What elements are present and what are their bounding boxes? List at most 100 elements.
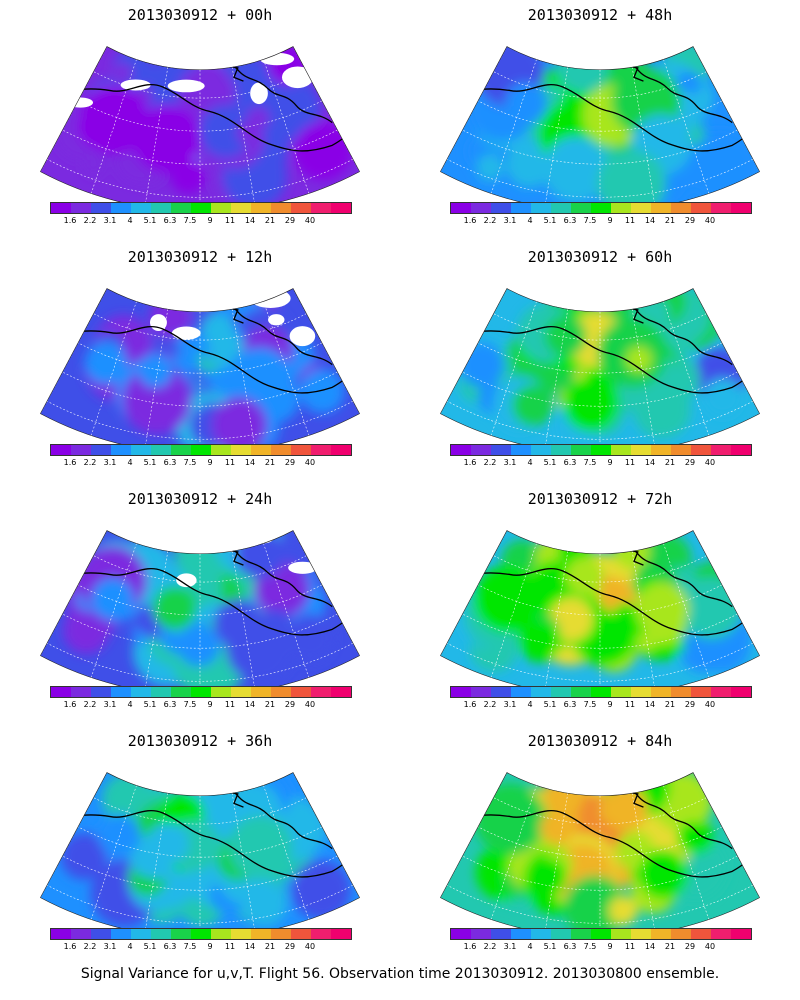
colorbar-swatch <box>491 445 511 455</box>
field-map <box>39 530 361 686</box>
colorbar-swatch <box>151 445 171 455</box>
colorbar-tick-label: 11 <box>224 458 236 467</box>
colorbar-swatch <box>131 203 151 213</box>
colorbar-tick-label: 11 <box>224 942 236 951</box>
colorbar-swatch <box>211 445 231 455</box>
colorbar-swatch <box>451 445 471 455</box>
figure-caption: Signal Variance for u,v,T. Flight 56. Ob… <box>80 966 720 982</box>
colorbar-swatch <box>631 445 651 455</box>
colorbar-tick-label: 14 <box>644 700 656 709</box>
colorbar-tick-label: 40 <box>704 458 716 467</box>
colorbar-tick-label: 6.3 <box>163 942 177 951</box>
colorbar <box>450 202 752 214</box>
colorbar-tick-label: 29 <box>684 458 696 467</box>
colorbar-swatch <box>291 929 311 939</box>
field-map <box>39 46 361 202</box>
colorbar-swatch <box>51 929 71 939</box>
colorbar-swatch <box>191 687 211 697</box>
panel-title: 2013030912 + 36h <box>127 732 273 750</box>
colorbar-tick-label: 40 <box>304 700 316 709</box>
colorbar-tick-label: 2.2 <box>83 700 97 709</box>
colorbar-tick-label: 9 <box>607 942 613 951</box>
colorbar-swatch <box>111 203 131 213</box>
colorbar-swatch <box>531 203 551 213</box>
colorbar-swatch <box>691 203 711 213</box>
colorbar-swatch <box>331 929 351 939</box>
colorbar-swatch <box>231 203 251 213</box>
colorbar-tick-label: 6.3 <box>563 216 577 225</box>
colorbar-swatch <box>211 687 231 697</box>
colorbar-tick-label: 7.5 <box>583 700 597 709</box>
colorbar-tick-label: 9 <box>207 216 213 225</box>
panel-title: 2013030912 + 84h <box>527 732 673 750</box>
colorbar-tick-label: 29 <box>684 700 696 709</box>
forecast-panel-60h: 2013030912 + 60h 1.6 2.2 3.1 4 5.1 6.3 7.5 9 11 14… <box>410 248 790 488</box>
colorbar-swatch <box>471 203 491 213</box>
colorbar-swatch <box>171 203 191 213</box>
colorbar <box>50 928 352 940</box>
colorbar-swatch <box>731 929 751 939</box>
colorbar-swatch <box>191 929 211 939</box>
colorbar-tick-labels: 1.6 2.2 3.1 4 5.1 6.3 7.5 9 11 14 21 29 40 <box>50 458 350 470</box>
colorbar-swatch <box>691 929 711 939</box>
colorbar-tick-labels: 1.6 2.2 3.1 4 5.1 6.3 7.5 9 11 14 21 29 40 <box>50 216 350 228</box>
colorbar-tick-label: 7.5 <box>183 942 197 951</box>
field-map <box>439 288 761 444</box>
colorbar-tick-label: 4 <box>127 700 133 709</box>
colorbar-tick-label: 14 <box>644 216 656 225</box>
colorbar-tick-label: 2.2 <box>483 216 497 225</box>
colorbar-tick-label: 1.6 <box>63 942 77 951</box>
forecast-panel-36h: 2013030912 + 36h 1.6 2.2 3.1 4 5.1 6.3 7.5 9 11 14… <box>10 732 390 972</box>
colorbar-tick-label: 5.1 <box>543 216 557 225</box>
colorbar-swatch <box>651 687 671 697</box>
forecast-panel-84h: 2013030912 + 84h 1.6 2.2 3.1 4 5.1 6.3 7.5 9 11 14… <box>410 732 790 972</box>
forecast-panel-0h: 2013030912 + 00h 1.6 2.2 3.1 4 5.1 6.3 7.5 9 11 14… <box>10 6 390 246</box>
colorbar-tick-label: 9 <box>207 942 213 951</box>
colorbar-tick-label: 21 <box>664 942 676 951</box>
colorbar-swatch <box>451 687 471 697</box>
colorbar-swatch <box>591 687 611 697</box>
colorbar-tick-label: 1.6 <box>463 216 477 225</box>
colorbar-swatch <box>671 929 691 939</box>
colorbar-tick-label: 5.1 <box>143 216 157 225</box>
colorbar-swatch <box>451 929 471 939</box>
colorbar-swatch <box>511 203 531 213</box>
colorbar <box>450 444 752 456</box>
field-map <box>39 772 361 928</box>
colorbar-swatch <box>531 929 551 939</box>
colorbar-swatch <box>591 203 611 213</box>
colorbar-tick-label: 7.5 <box>183 700 197 709</box>
colorbar-swatch <box>51 203 71 213</box>
colorbar-swatch <box>251 445 271 455</box>
colorbar-swatch <box>71 203 91 213</box>
colorbar-tick-label: 2.2 <box>483 942 497 951</box>
colorbar-tick-label: 3.1 <box>503 458 517 467</box>
colorbar-swatch <box>691 445 711 455</box>
colorbar-tick-label: 21 <box>664 700 676 709</box>
colorbar-swatch <box>571 445 591 455</box>
panel-title: 2013030912 + 72h <box>527 490 673 508</box>
colorbar-tick-labels: 1.6 2.2 3.1 4 5.1 6.3 7.5 9 11 14 21 29 40 <box>450 942 750 954</box>
colorbar-tick-label: 29 <box>284 942 296 951</box>
colorbar-swatch <box>131 929 151 939</box>
colorbar-swatch <box>731 445 751 455</box>
colorbar-tick-label: 9 <box>607 700 613 709</box>
colorbar-swatch <box>631 203 651 213</box>
colorbar-swatch <box>71 929 91 939</box>
colorbar-tick-label: 1.6 <box>463 700 477 709</box>
colorbar-swatch <box>91 687 111 697</box>
colorbar <box>450 686 752 698</box>
colorbar-swatch <box>111 445 131 455</box>
colorbar-tick-label: 11 <box>624 216 636 225</box>
colorbar-swatch <box>591 445 611 455</box>
colorbar-swatch <box>91 929 111 939</box>
colorbar-swatch <box>471 445 491 455</box>
colorbar-swatch <box>211 929 231 939</box>
colorbar-swatch <box>271 203 291 213</box>
colorbar-swatch <box>111 929 131 939</box>
colorbar-tick-label: 14 <box>244 216 256 225</box>
colorbar-tick-label: 40 <box>304 942 316 951</box>
colorbar-swatch <box>251 203 271 213</box>
colorbar-tick-label: 4 <box>527 942 533 951</box>
colorbar-tick-label: 21 <box>264 700 276 709</box>
